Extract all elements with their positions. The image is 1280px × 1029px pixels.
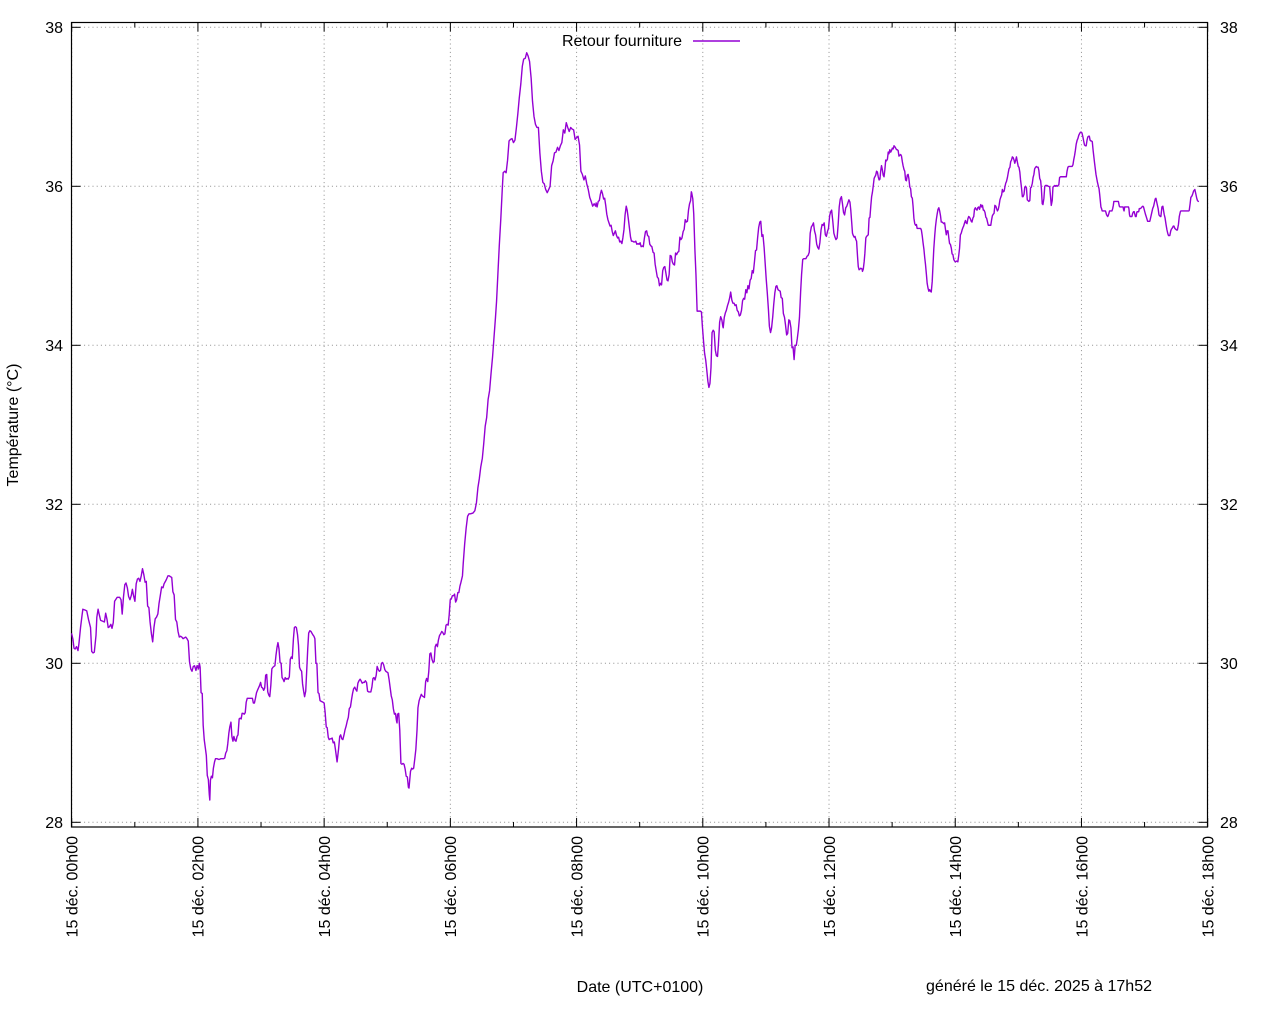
series-line <box>71 52 1200 801</box>
y-tick-label-right: 30 <box>1220 656 1238 673</box>
x-tick-label: 15 déc. 14h00 <box>948 836 965 938</box>
x-tick-label: 15 déc. 10h00 <box>696 836 713 938</box>
x-tick-label: 15 déc. 00h00 <box>65 836 82 938</box>
x-tick-label: 15 déc. 02h00 <box>191 836 208 938</box>
x-axis-title: Date (UTC+0100) <box>577 979 704 996</box>
y-tick-label-right: 36 <box>1220 179 1238 196</box>
y-tick-label-left: 32 <box>45 497 63 514</box>
x-tick-label: 15 déc. 18h00 <box>1200 836 1217 938</box>
y-tick-label-left: 28 <box>45 815 63 832</box>
y-tick-label-left: 38 <box>45 20 63 37</box>
series-layer <box>71 52 1200 801</box>
y-tick-label-right: 38 <box>1220 20 1238 37</box>
y-tick-label-left: 36 <box>45 179 63 196</box>
grid-layer <box>71 22 1209 827</box>
y-tick-label-right: 32 <box>1220 497 1238 514</box>
y-tick-label-left: 30 <box>45 656 63 673</box>
y-tick-label-left: 34 <box>45 338 63 355</box>
tick-label-layer: 15 déc. 00h00 15 déc. 02h00 15 déc. 04h00 1… <box>45 20 1238 937</box>
legend: Retour fourniture <box>562 33 740 50</box>
x-tick-label: 15 déc. 08h00 <box>569 836 586 938</box>
axis-layer <box>70 21 1209 828</box>
generated-note: généré le 15 déc. 2025 à 17h52 <box>926 978 1152 995</box>
x-tick-label: 15 déc. 06h00 <box>443 836 460 938</box>
x-tick-label: 15 déc. 12h00 <box>822 836 839 938</box>
y-axis-title: Température (°C) <box>5 364 22 487</box>
x-tick-label: 15 déc. 16h00 <box>1074 836 1091 938</box>
y-tick-label-right: 34 <box>1220 338 1238 355</box>
x-tick-label: 15 déc. 04h00 <box>317 836 334 938</box>
plot-border <box>70 21 1209 828</box>
legend-label: Retour fourniture <box>562 33 682 50</box>
y-tick-label-right: 28 <box>1220 815 1238 832</box>
